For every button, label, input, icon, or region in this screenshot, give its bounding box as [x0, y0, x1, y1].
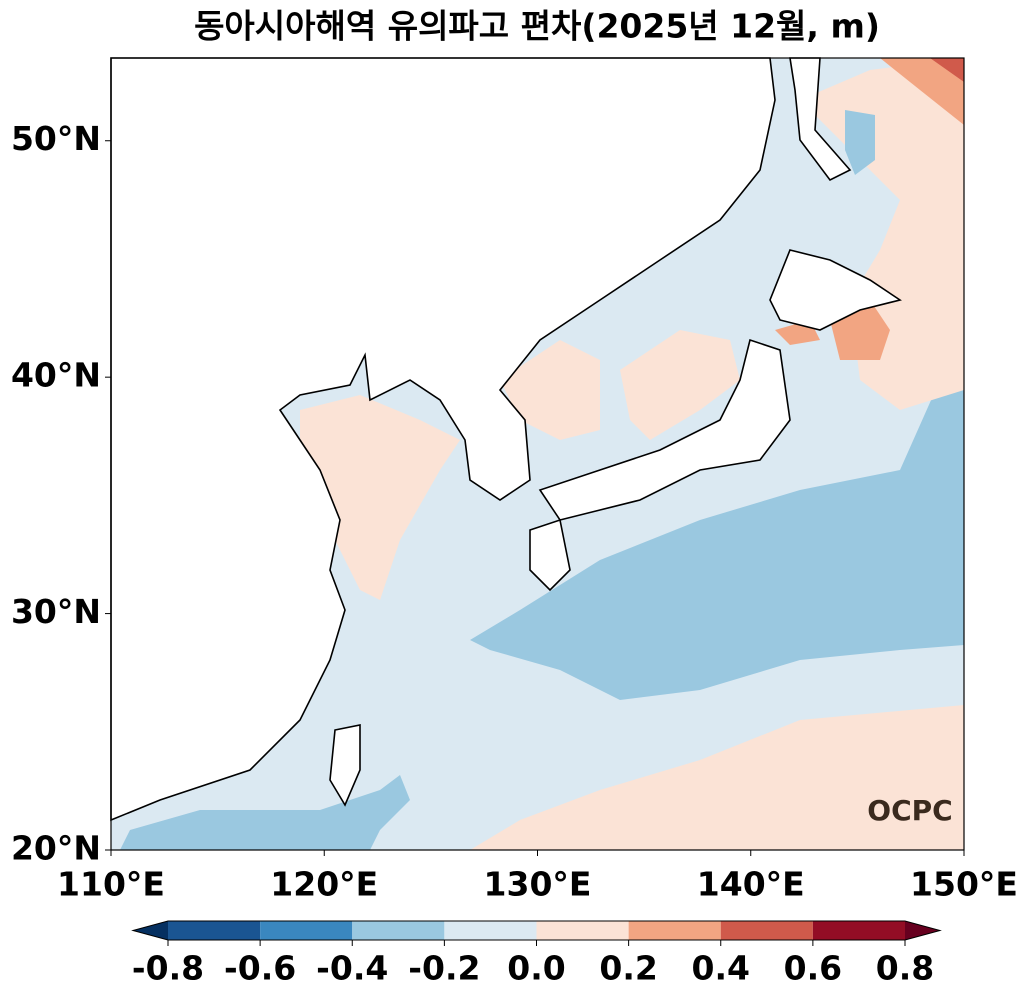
anomaly-area	[845, 110, 875, 175]
anomaly-area	[300, 395, 460, 600]
logo: OCPC	[867, 794, 952, 827]
land	[538, 338, 791, 521]
colorbar-tick-label: 0.2	[599, 949, 657, 988]
anomaly-area	[120, 775, 410, 850]
title: 동아시아해역 유의파고 편차(2025년 12월, m)	[194, 7, 880, 46]
colorbar-segment	[628, 921, 721, 940]
colorbar-segment	[720, 921, 813, 940]
anomaly-area	[500, 340, 600, 440]
colorbar-tick-label: -0.4	[316, 949, 388, 988]
x-tick-label: 110°E	[57, 865, 165, 904]
colorbar-tick-label: -0.6	[224, 949, 296, 988]
colorbar-tick-label: 0.8	[876, 949, 934, 988]
anomaly-area	[880, 58, 964, 125]
y-tick-label: 40°N	[11, 356, 101, 395]
land	[789, 57, 852, 182]
x-tick-label: 120°E	[270, 865, 378, 904]
colorbar-tick-label: -0.2	[408, 949, 480, 988]
land	[529, 518, 571, 592]
colorbar-segment	[444, 921, 537, 940]
colorbar-segment	[536, 921, 629, 940]
land	[110, 57, 776, 822]
colorbar-tick-label: 0.0	[507, 949, 565, 988]
colorbar-tick-label: 0.6	[784, 949, 842, 988]
anomaly-area	[470, 370, 964, 700]
anomaly-area	[800, 58, 964, 410]
colorbar-extend	[133, 921, 168, 940]
colorbar-segment	[168, 921, 261, 940]
colorbar-extend	[905, 921, 940, 940]
y-tick-label: 50°N	[11, 119, 101, 158]
colorbar-segment	[260, 921, 353, 940]
x-tick-label: 140°E	[697, 865, 805, 904]
anomaly-area	[930, 58, 964, 82]
map-panel: OCPC	[110, 57, 965, 851]
land	[769, 249, 902, 331]
colorbar-segment	[812, 921, 905, 940]
colorbar-tick-label: 0.4	[692, 949, 750, 988]
x-tick-label: 150°E	[910, 865, 1018, 904]
y-tick-label: 30°N	[11, 592, 101, 631]
land	[329, 724, 361, 807]
anomaly-area	[620, 330, 740, 440]
anomaly-area	[470, 705, 964, 850]
colorbar-tick-label: -0.8	[132, 949, 204, 988]
x-tick-label: 130°E	[484, 865, 592, 904]
y-tick-label: 20°N	[11, 829, 101, 868]
colorbar-segment	[352, 921, 445, 940]
